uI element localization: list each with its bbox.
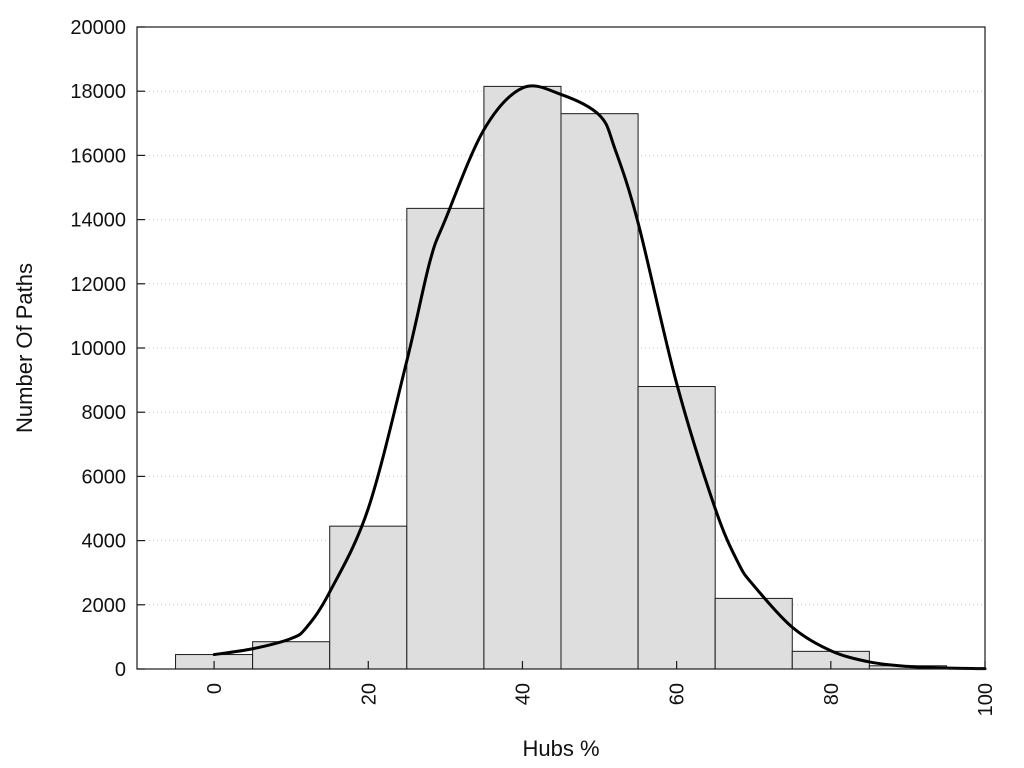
density-curve-layer xyxy=(212,84,987,671)
y-tick-label: 4000 xyxy=(82,531,127,553)
histogram-bar-4 xyxy=(483,85,562,670)
histogram-bar-7 xyxy=(714,597,793,670)
x-tick-label: 80 xyxy=(821,683,843,705)
histogram-bars xyxy=(175,85,947,670)
y-tick-label: 10000 xyxy=(70,338,126,360)
x-tick-label: 100 xyxy=(975,683,997,716)
x-tick-label: 20 xyxy=(358,683,380,705)
x-axis-title: Hubs % xyxy=(522,736,599,761)
y-tick-label: 16000 xyxy=(70,145,126,167)
y-tick-label: 2000 xyxy=(82,595,127,617)
x-axis: 0 20 40 60 80 100 xyxy=(204,661,997,716)
histogram-bar-2 xyxy=(329,525,408,670)
x-tick-label: 0 xyxy=(204,683,226,694)
y-tick-label: 6000 xyxy=(82,466,127,488)
histogram-bar-5 xyxy=(560,113,639,670)
y-axis-title: Number Of Paths xyxy=(12,263,37,433)
y-tick-label: 18000 xyxy=(70,81,126,103)
x-tick-label: 60 xyxy=(667,683,689,705)
y-axis: 0 2000 4000 6000 8000 10000 12000 14000 16000 180… xyxy=(70,17,145,681)
y-tick-label: 12000 xyxy=(70,274,126,296)
histogram-bar-3 xyxy=(406,207,485,670)
y-tick-label: 0 xyxy=(115,659,126,681)
x-tick-label: 40 xyxy=(512,683,534,705)
y-tick-label: 20000 xyxy=(70,17,126,39)
y-tick-label: 8000 xyxy=(82,402,127,424)
y-tick-label: 14000 xyxy=(70,210,126,232)
density-curve xyxy=(212,84,987,671)
histogram-bar-6 xyxy=(637,386,716,670)
